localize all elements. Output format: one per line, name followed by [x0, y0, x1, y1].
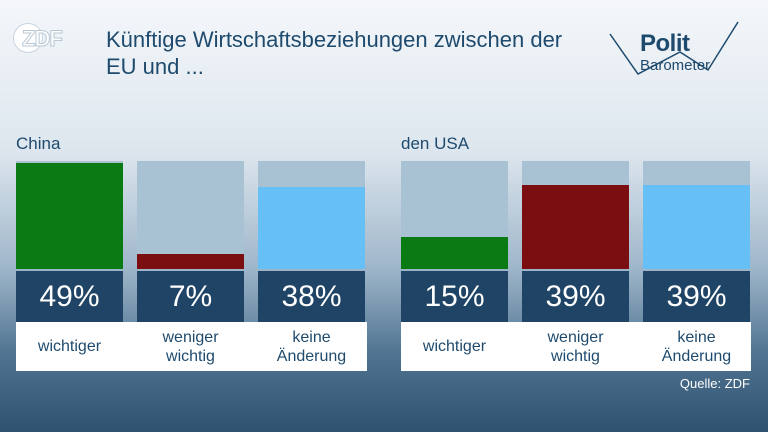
bar-track-usa-keine-aenderung: [643, 161, 750, 269]
bar-china-keine-aenderung: [258, 186, 365, 269]
bar-china-wichtiger: [16, 163, 123, 269]
bar-track-china-wichtiger: [16, 161, 123, 269]
value-label-usa-keine-aenderung: 39%: [643, 271, 750, 322]
zdf-logo-text: ZDF: [22, 26, 64, 52]
category-strip-usa: [401, 322, 751, 371]
category-label-china-keine-aenderung: keine Änderung: [276, 328, 347, 365]
bar-usa-keine-aenderung: [643, 184, 750, 269]
politbarometer-word-polit: Polit: [640, 30, 690, 57]
bar-track-usa-weniger-wichtig: [522, 161, 629, 269]
politbarometer-logo: Polit Barometer: [596, 12, 756, 84]
value-label-china-weniger-wichtig: 7%: [137, 271, 244, 322]
category-label-china-wichtiger: wichtiger: [37, 338, 102, 355]
politbarometer-zigzag-icon: [609, 21, 739, 75]
category-label-china-weniger-wichtig: weniger wichtig: [162, 328, 219, 365]
category-label-usa-weniger-wichtig: weniger wichtig: [547, 328, 604, 365]
chart-title: Künftige Wirtschaftsbeziehungen zwischen…: [106, 27, 563, 79]
value-label-china-keine-aenderung: 38%: [258, 271, 365, 322]
value-label-usa-wichtiger: 15%: [401, 271, 508, 322]
bar-usa-wichtiger: [401, 236, 508, 269]
group-label-usa: den USA: [401, 134, 470, 153]
category-label-usa-keine-aenderung: keine Änderung: [661, 328, 732, 365]
category-strip-china: [16, 322, 367, 371]
value-label-china-wichtiger: 49%: [16, 271, 123, 322]
bar-china-weniger-wichtig: [137, 253, 244, 269]
bar-usa-weniger-wichtig: [522, 184, 629, 269]
source-note: Quelle: ZDF: [679, 376, 750, 391]
zdf-logo: ZDF: [14, 24, 78, 52]
group-label-china: China: [16, 134, 61, 153]
bar-track-usa-wichtiger: [401, 161, 508, 269]
category-label-usa-wichtiger: wichtiger: [422, 338, 487, 355]
value-label-usa-weniger-wichtig: 39%: [522, 271, 629, 322]
zdf-logo-circle-icon: [14, 24, 42, 52]
bar-track-china-keine-aenderung: [258, 161, 365, 269]
bar-track-china-weniger-wichtig: [137, 161, 244, 269]
politbarometer-word-barometer: Barometer: [640, 57, 711, 74]
